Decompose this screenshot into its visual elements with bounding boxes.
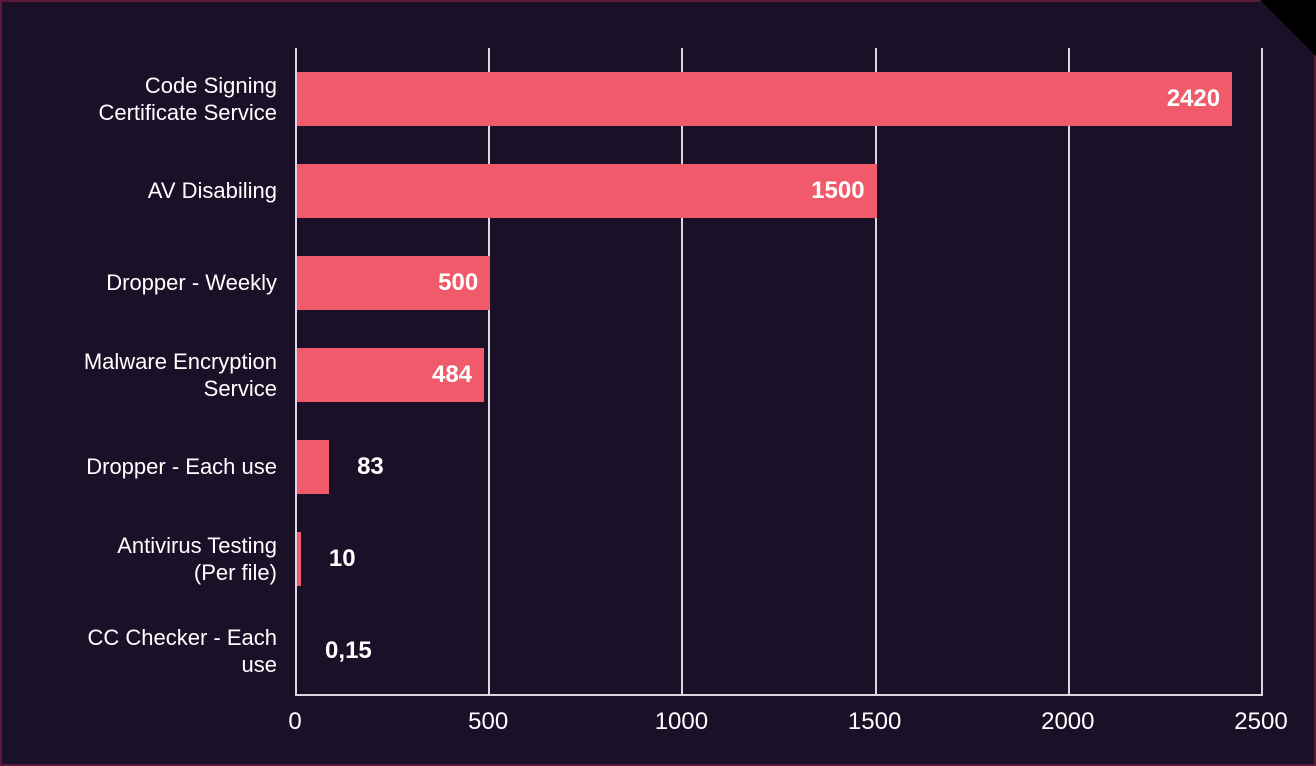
bar-value-label: 500 xyxy=(438,269,478,297)
gridline xyxy=(681,48,683,696)
bar-value-label: 83 xyxy=(357,453,384,481)
category-label: Antivirus Testing(Per file) xyxy=(0,532,277,587)
category-label-line: Code Signing xyxy=(0,72,277,100)
category-label-line: AV Disabiling xyxy=(0,177,277,205)
category-label: Dropper - Weekly xyxy=(0,269,277,297)
bar-value-label: 10 xyxy=(329,545,356,573)
category-label-line: Service xyxy=(0,375,277,403)
category-label-line: Certificate Service xyxy=(0,99,277,127)
bar-value-label: 484 xyxy=(432,361,472,389)
category-label-line: Antivirus Testing xyxy=(0,532,277,560)
x-tick-label: 500 xyxy=(468,708,508,736)
bar-value-label: 2420 xyxy=(1167,85,1220,113)
category-label: Dropper - Each use xyxy=(0,453,277,481)
bar xyxy=(297,532,301,586)
category-label-line: CC Checker - Each xyxy=(0,624,277,652)
x-tick-label: 1000 xyxy=(655,708,708,736)
gridline xyxy=(875,48,877,696)
category-label-line: use xyxy=(0,651,277,679)
bar-value-label: 0,15 xyxy=(325,637,372,665)
category-label: AV Disabiling xyxy=(0,177,277,205)
x-axis xyxy=(295,694,1261,696)
category-label-line: (Per file) xyxy=(0,559,277,587)
gridline xyxy=(488,48,490,696)
x-tick-label: 2000 xyxy=(1041,708,1094,736)
gridline xyxy=(1261,48,1263,696)
category-label: Malware EncryptionService xyxy=(0,348,277,403)
bar-value-label: 1500 xyxy=(811,177,864,205)
gridline xyxy=(1068,48,1070,696)
bar xyxy=(297,440,329,494)
category-label: CC Checker - Eachuse xyxy=(0,624,277,679)
category-label: Code SigningCertificate Service xyxy=(0,72,277,127)
category-label-line: Dropper - Each use xyxy=(0,453,277,481)
x-tick-label: 0 xyxy=(288,708,301,736)
bar xyxy=(297,164,877,218)
category-label-line: Dropper - Weekly xyxy=(0,269,277,297)
bar xyxy=(297,72,1232,126)
x-tick-label: 1500 xyxy=(848,708,901,736)
category-label-line: Malware Encryption xyxy=(0,348,277,376)
x-tick-label: 2500 xyxy=(1234,708,1287,736)
